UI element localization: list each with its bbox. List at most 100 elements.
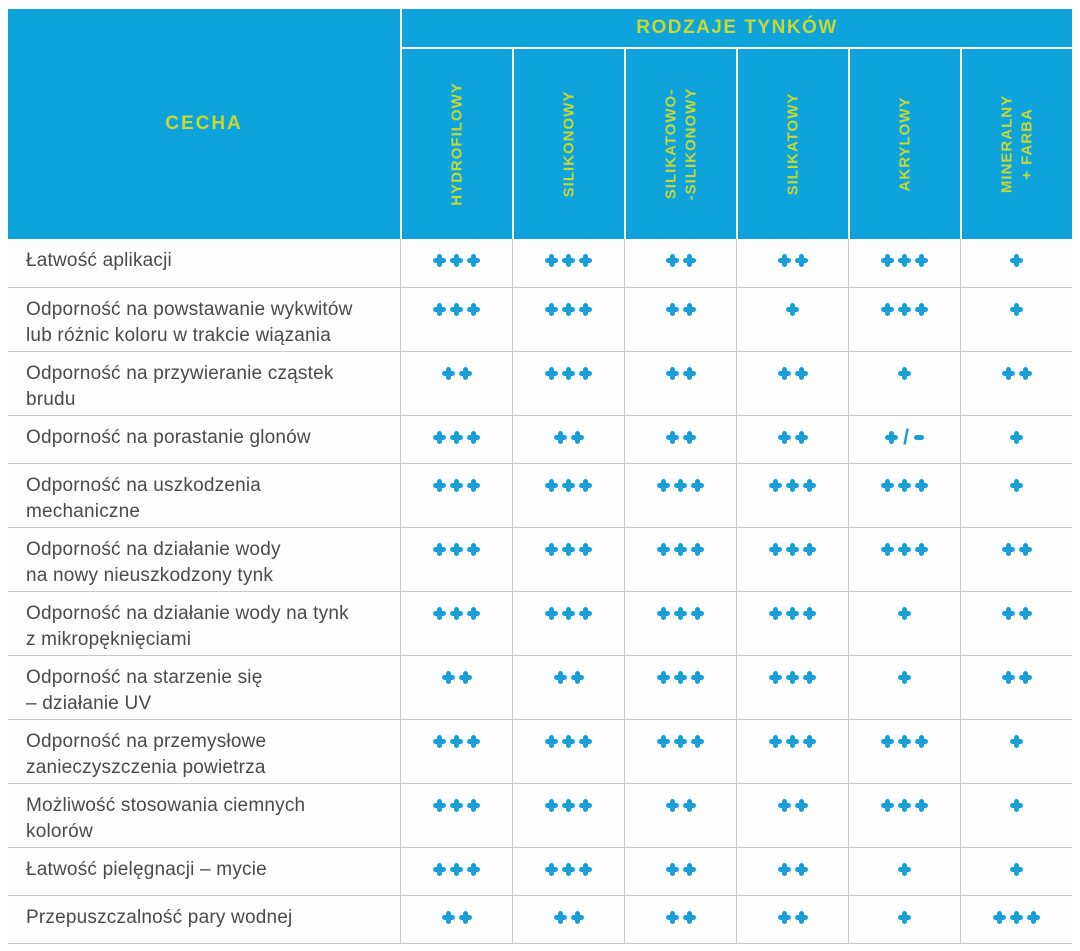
plus-icon <box>450 543 463 556</box>
rating-cell <box>960 720 1072 783</box>
plus-icon <box>915 479 928 492</box>
table-row: Odporność na działanie wody na tynk z mi… <box>8 591 1072 655</box>
plus-icon <box>898 543 911 556</box>
plus-icon <box>441 367 455 380</box>
plus-icon <box>458 671 472 684</box>
plus-icon <box>433 431 446 444</box>
plus-icon <box>545 479 558 492</box>
rating-cell <box>624 848 736 895</box>
plus-icon <box>777 367 791 380</box>
plus-icon <box>1010 303 1023 316</box>
plus-icon <box>657 607 670 620</box>
plus-icon <box>769 543 782 556</box>
rating-cell <box>624 352 736 415</box>
plus-icon <box>1010 254 1023 267</box>
plaster-comparison-table: CECHA RODZAJE TYNKÓW HYDROFILOWY SILIKONO… <box>8 9 1072 944</box>
rating-cell: / <box>848 416 960 463</box>
plus-icon <box>458 911 472 924</box>
plus-icon <box>777 863 791 876</box>
plus-icon <box>450 479 463 492</box>
plus-icon <box>794 367 808 380</box>
plus-icon <box>665 367 679 380</box>
plus-icon <box>450 431 463 444</box>
plus-icon <box>433 863 446 876</box>
rating-cell <box>848 720 960 783</box>
slash-separator: / <box>903 426 909 449</box>
plus-icon <box>665 303 679 316</box>
plus-icon <box>562 799 575 812</box>
rating-cell <box>960 464 1072 527</box>
plus-icon <box>674 735 687 748</box>
rating-cell <box>400 896 512 943</box>
plus-icon <box>898 911 911 924</box>
table-row: Odporność na przemysłowe zanieczyszczeni… <box>8 719 1072 783</box>
plus-icon <box>441 911 455 924</box>
plus-icon <box>579 799 592 812</box>
plus-icon <box>674 607 687 620</box>
plus-icon <box>553 431 567 444</box>
plus-icon <box>881 479 894 492</box>
plus-icon <box>545 367 558 380</box>
rating-cell <box>736 528 848 591</box>
plus-icon <box>898 671 911 684</box>
plus-icon <box>777 911 791 924</box>
plus-icon <box>993 911 1006 924</box>
plus-icon <box>657 543 670 556</box>
table-row: Odporność na działanie wody na nowy nieu… <box>8 527 1072 591</box>
plus-icon <box>545 735 558 748</box>
rating-cell <box>512 416 624 463</box>
plus-icon <box>553 911 567 924</box>
plus-icon <box>769 671 782 684</box>
plus-icon <box>915 303 928 316</box>
feature-label: Łatwość pielęgnacji – mycie <box>26 859 267 880</box>
plus-icon <box>545 254 558 267</box>
plus-icon <box>786 303 799 316</box>
plus-icon <box>682 367 696 380</box>
column-header-label: MINERALNY + FARBA <box>998 94 1036 194</box>
column-header: MINERALNY + FARBA <box>962 49 1072 239</box>
plaster-types-header-block: RODZAJE TYNKÓW HYDROFILOWY SILIKONOWY SILI… <box>402 9 1072 239</box>
plus-icon <box>682 911 696 924</box>
plus-icon <box>657 671 670 684</box>
rating-cell <box>960 848 1072 895</box>
table-body: Łatwość aplikacji Odporność na powstawani… <box>8 239 1072 944</box>
plus-icon <box>803 607 816 620</box>
feature-label: Odporność na przemysłowe zanieczyszczeni… <box>26 731 267 778</box>
rating-cell <box>624 239 736 287</box>
rating-cell <box>512 352 624 415</box>
rating-cell <box>400 656 512 719</box>
plus-icon <box>545 799 558 812</box>
rating-cell <box>960 592 1072 655</box>
plus-icon <box>579 303 592 316</box>
plus-icon <box>898 799 911 812</box>
plus-icon <box>433 735 446 748</box>
plus-icon <box>1018 543 1032 556</box>
plus-icon <box>545 303 558 316</box>
feature-column-header: CECHA <box>8 9 400 239</box>
plus-icon <box>579 735 592 748</box>
plus-icon <box>794 799 808 812</box>
plus-icon <box>467 543 480 556</box>
feature-label: Możliwość stosowania ciemnych kolorów <box>26 795 306 842</box>
plus-icon <box>1010 431 1023 444</box>
rating-cell <box>736 656 848 719</box>
plus-icon <box>665 254 679 267</box>
table-row: Przepuszczalność pary wodnej <box>8 895 1072 943</box>
table-header: CECHA RODZAJE TYNKÓW HYDROFILOWY SILIKONO… <box>8 9 1072 239</box>
plus-icon <box>1001 367 1015 380</box>
rating-cell <box>848 352 960 415</box>
plus-icon <box>769 735 782 748</box>
rating-cell <box>512 848 624 895</box>
plus-icon <box>915 799 928 812</box>
rating-cell <box>512 528 624 591</box>
rating-cell <box>848 848 960 895</box>
rating-cell <box>400 352 512 415</box>
plus-icon <box>441 671 455 684</box>
plus-icon <box>786 607 799 620</box>
plus-icon <box>1010 911 1023 924</box>
rating-cell <box>512 784 624 847</box>
rating-cell <box>400 528 512 591</box>
plus-icon <box>1010 479 1023 492</box>
plus-icon <box>786 479 799 492</box>
table-row: Odporność na starzenie się – działanie U… <box>8 655 1072 719</box>
